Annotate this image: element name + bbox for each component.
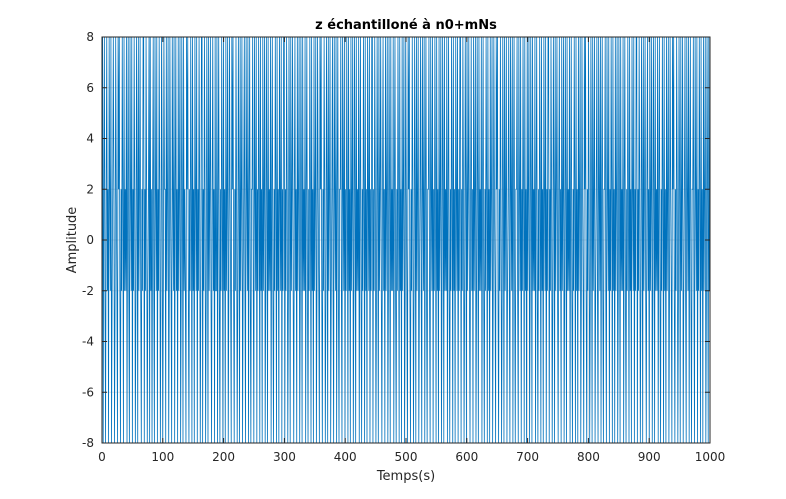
y-tick-label-1: -6	[82, 385, 94, 399]
y-tick-label-0: -8	[82, 436, 94, 450]
y-tick-label-5: 2	[86, 182, 94, 196]
axis-ticks: 0 100 200 300 400 500 600 700 800 900 1000 -8 -6 -4 -2…	[82, 30, 725, 464]
x-tick-label-10: 1000	[695, 450, 726, 464]
chart-title: z échantilloné à n0+mNs	[315, 18, 497, 33]
y-tick-label-4: 0	[86, 233, 94, 247]
y-axis-title: Amplitude	[65, 207, 80, 274]
series-line-0	[101, 36, 711, 444]
x-tick-label-8: 800	[577, 450, 600, 464]
y-tick-label-3: -2	[82, 284, 94, 298]
y-tick-label-7: 6	[86, 81, 94, 95]
plot-area	[101, 36, 711, 444]
x-axis-title: Temps(s)	[376, 469, 435, 484]
x-tick-label-2: 200	[212, 450, 235, 464]
x-tick-label-5: 500	[395, 450, 418, 464]
y-tick-label-8: 8	[86, 30, 94, 44]
x-tick-label-9: 900	[638, 450, 661, 464]
x-tick-label-3: 300	[273, 450, 296, 464]
y-tick-label-2: -4	[82, 335, 94, 349]
y-tick-label-6: 4	[86, 132, 94, 146]
x-tick-label-6: 600	[455, 450, 478, 464]
x-tick-label-7: 700	[516, 450, 539, 464]
x-tick-label-1: 100	[151, 450, 174, 464]
x-tick-label-0: 0	[98, 450, 106, 464]
x-tick-label-4: 400	[334, 450, 357, 464]
